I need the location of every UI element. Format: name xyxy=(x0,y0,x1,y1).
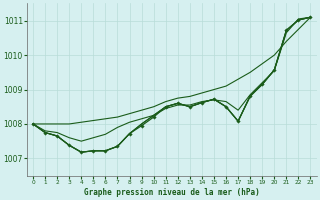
X-axis label: Graphe pression niveau de la mer (hPa): Graphe pression niveau de la mer (hPa) xyxy=(84,188,260,197)
